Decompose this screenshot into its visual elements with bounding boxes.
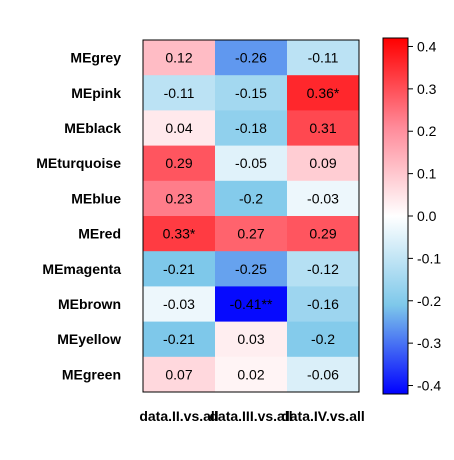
heatmap-cell (143, 216, 216, 252)
row-label: MEblack (64, 120, 121, 136)
row-label: MEblue (71, 190, 121, 206)
cell-value-label: -0.12 (307, 261, 339, 277)
row-label: MEyellow (57, 331, 121, 347)
cell-value-label: 0.03 (237, 331, 264, 347)
row-label: MEbrown (58, 296, 121, 312)
heatmap-cell (287, 321, 360, 358)
heatmap-frame (142, 39, 360, 393)
cell-value-label: -0.06 (307, 366, 339, 382)
heatmap-cell (215, 356, 288, 393)
heatmap-cell (215, 321, 288, 358)
cell-value-label: -0.25 (235, 261, 267, 277)
cell-value-label: -0.16 (307, 296, 339, 312)
heatmap-cell (287, 145, 360, 182)
heatmap-cell (215, 251, 288, 287)
cell-value-label: 0.12 (165, 50, 192, 66)
heatmap-cell (287, 356, 360, 393)
colorbar-tick-label: -0.1 (417, 250, 441, 266)
colorbar-tick-label: 0.3 (417, 81, 437, 97)
cell-value-label: 0.36* (307, 85, 340, 101)
cell-value-label: -0.11 (308, 50, 339, 66)
heatmap-cell (143, 356, 216, 393)
cell-value-label: -0.03 (307, 190, 339, 206)
cell-value-label: 0.23 (165, 190, 192, 206)
cell-value-label: -0.26 (235, 50, 267, 66)
heatmap-cell (143, 251, 216, 287)
colorbar-tick-label: 0.4 (417, 38, 437, 54)
cell-value-label: -0.21 (163, 261, 195, 277)
row-label: MEturquoise (36, 155, 121, 171)
row-label: MEred (78, 226, 121, 242)
heatmap-cell (287, 286, 360, 323)
cell-value-label: 0.02 (237, 366, 264, 382)
column-label: data.II.vs.all (139, 408, 218, 424)
cell-value-label: -0.2 (239, 190, 263, 206)
cell-value-label: 0.04 (165, 120, 192, 136)
heatmap-cell (143, 75, 216, 111)
heatmap-cell (215, 180, 288, 217)
colorbar-tick-label: 0.1 (417, 166, 437, 182)
cell-value-label: -0.21 (163, 331, 195, 347)
heatmap-cell (143, 110, 216, 147)
column-label: data.IV.vs.all (281, 408, 365, 424)
heatmap-cell (215, 145, 288, 182)
cell-value-label: -0.03 (163, 296, 195, 312)
heatmap-cell (143, 40, 216, 76)
heatmap-cell (215, 75, 288, 111)
heatmap-cell (215, 110, 288, 147)
row-label: MEpink (71, 85, 121, 101)
heatmap-cell (215, 286, 288, 323)
cell-value-label: -0.41** (230, 296, 273, 312)
colorbar-gradient (383, 38, 408, 394)
cell-value-label: -0.11 (164, 85, 195, 101)
row-label: MEgrey (70, 50, 121, 66)
heatmap-cell (287, 75, 360, 111)
colorbar: 0.4 0.3 0.2 0.1 0.0 -0.1 -0.2 -0.3 -0.4 (382, 37, 441, 395)
colorbar-tick-label: -0.3 (417, 335, 441, 351)
cell-value-label: 0.33* (163, 226, 196, 242)
colorbar-tick-label: -0.2 (417, 293, 441, 309)
column-labels: data.II.vs.alldata.III.vs.alldata.IV.vs.… (139, 408, 364, 424)
cell-value-label: -0.18 (235, 120, 267, 136)
cell-value-label: 0.31 (309, 120, 336, 136)
row-label: MEgreen (62, 366, 121, 382)
heatmap-cell (287, 110, 360, 147)
heatmap-cell (287, 251, 360, 287)
cell-value-label: 0.27 (237, 226, 264, 242)
heatmap-cell (143, 145, 216, 182)
heatmap-cell (215, 40, 288, 76)
cell-value-label: -0.15 (235, 85, 267, 101)
heatmap-cells: 0.12 -0.26 -0.11 -0.11 -0.15 0.36* 0.04 -0.18 0.… (143, 40, 360, 393)
row-labels: MEgrey MEpink MEblack MEturquoise MEblue MEre… (36, 50, 121, 383)
heatmap-cell (143, 321, 216, 358)
cell-value-label: 0.09 (309, 155, 336, 171)
cell-value-label: -0.05 (235, 155, 267, 171)
heatmap-cell (287, 216, 360, 252)
colorbar-tick-label: 0.2 (417, 123, 437, 139)
heatmap-cell (143, 286, 216, 323)
cell-value-label: 0.07 (165, 366, 192, 382)
row-label: MEmagenta (42, 261, 121, 277)
colorbar-tick-label: -0.4 (417, 378, 441, 394)
cell-value-label: 0.29 (165, 155, 192, 171)
heatmap-cell (287, 40, 360, 76)
cell-value-label: 0.29 (309, 226, 336, 242)
cell-value-label: -0.2 (311, 331, 335, 347)
heatmap-cell (287, 180, 360, 217)
heatmap-cell (215, 216, 288, 252)
column-label: data.III.vs.all (209, 408, 292, 424)
colorbar-tick-label: 0.0 (417, 208, 437, 224)
heatmap-cell (143, 180, 216, 217)
